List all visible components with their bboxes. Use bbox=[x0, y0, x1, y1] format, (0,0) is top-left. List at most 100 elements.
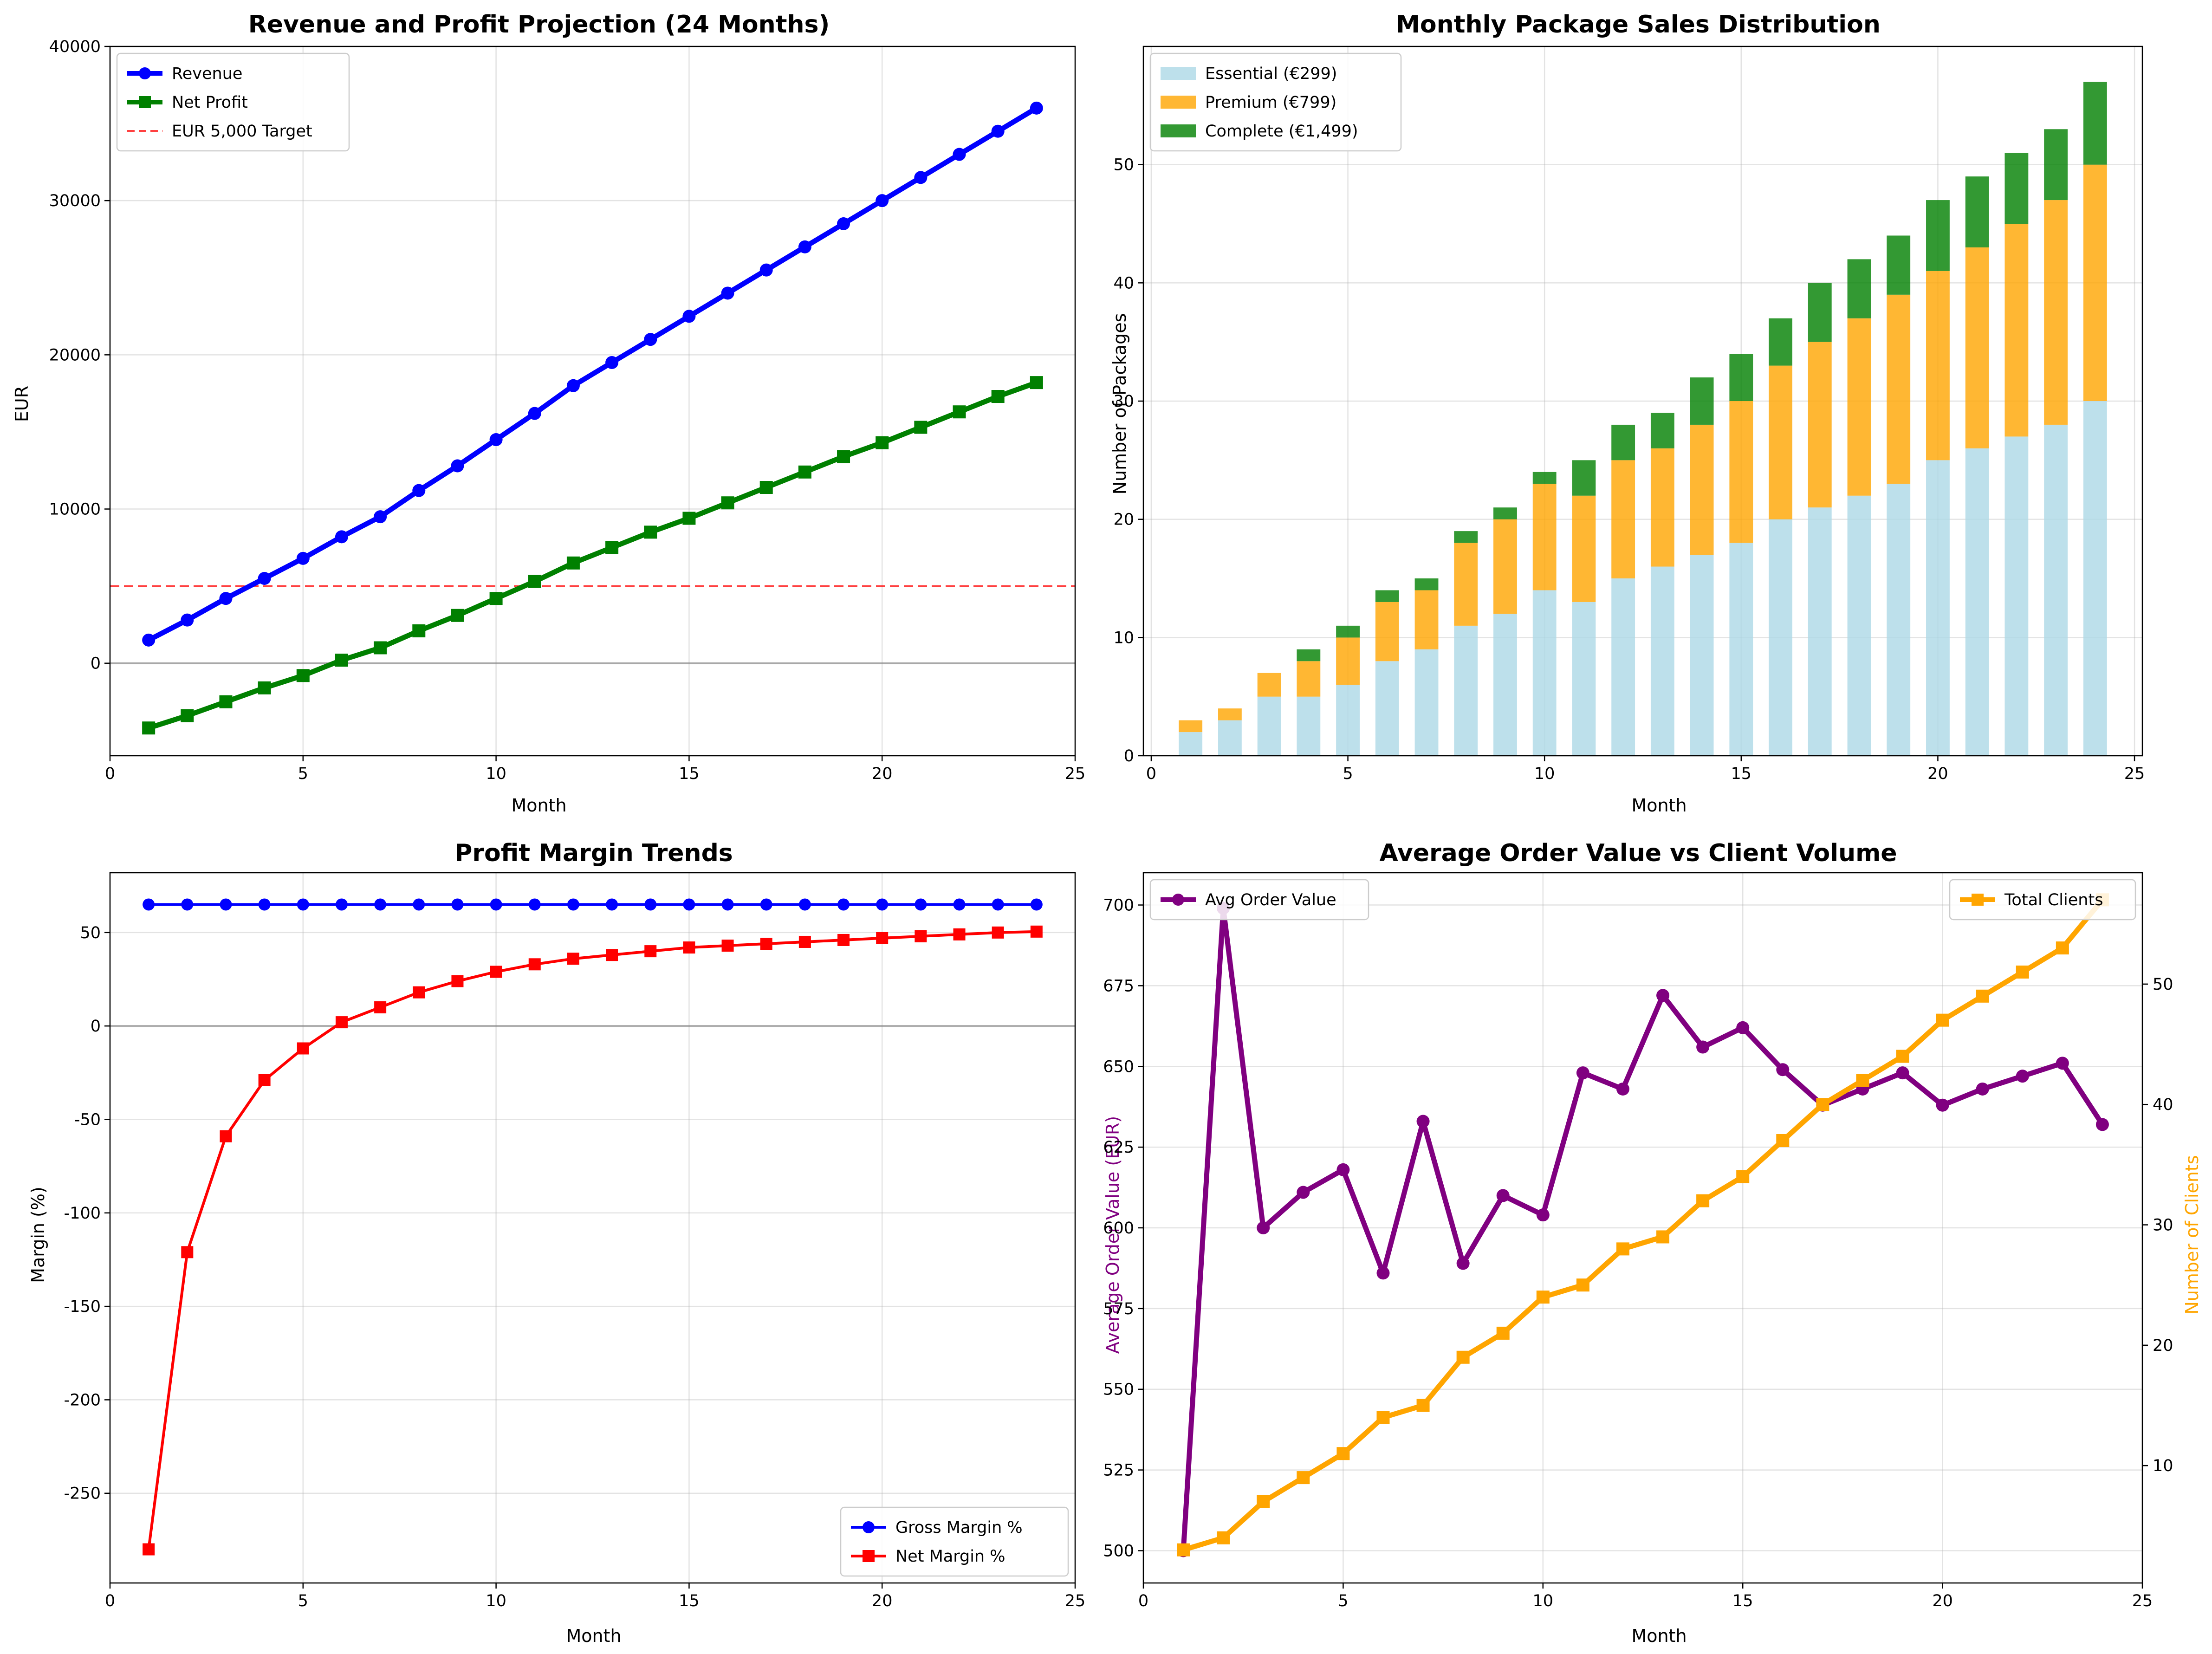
data-point bbox=[837, 934, 850, 946]
data-point bbox=[721, 940, 734, 952]
legend-label: Net Margin % bbox=[895, 1547, 1005, 1566]
data-point bbox=[566, 556, 580, 570]
plot-area: 0 5 10 15 20 25 500 525 550 575 600 625 650 675 700 10 2… bbox=[1103, 872, 2173, 1610]
data-point bbox=[837, 217, 850, 230]
bar-segment bbox=[2044, 129, 2068, 201]
data-point bbox=[258, 1074, 271, 1086]
x-tick-label: 5 bbox=[298, 1592, 308, 1610]
data-point bbox=[567, 898, 579, 911]
y-tick-label: 575 bbox=[1103, 1300, 1134, 1318]
data-point bbox=[953, 405, 966, 419]
data-point bbox=[1976, 1082, 1989, 1096]
bar-segment bbox=[1965, 176, 1989, 247]
x-tick-label: 20 bbox=[1927, 765, 1948, 783]
bar-segment bbox=[1769, 318, 1792, 366]
bar-segment bbox=[1414, 649, 1439, 756]
x-tick-label: 20 bbox=[872, 765, 893, 783]
plot-frame bbox=[1142, 872, 2143, 1584]
x-axis-label: Month bbox=[1631, 795, 1687, 816]
data-point bbox=[335, 654, 348, 667]
x-tick-label: 10 bbox=[1533, 1592, 1554, 1610]
data-point bbox=[451, 975, 464, 987]
y-tick-label: 550 bbox=[1103, 1381, 1134, 1399]
data-point bbox=[1030, 925, 1043, 938]
data-point bbox=[413, 898, 425, 911]
x-tick-label: 15 bbox=[1731, 765, 1752, 783]
data-point bbox=[258, 572, 271, 585]
data-point bbox=[837, 450, 850, 463]
bar-segment bbox=[1808, 342, 1832, 508]
y-right-tick-label: 10 bbox=[2153, 1457, 2173, 1475]
chart-title: Revenue and Profit Projection (24 Months… bbox=[248, 11, 830, 39]
data-point bbox=[566, 379, 580, 392]
x-tick-label: 10 bbox=[486, 1592, 506, 1610]
data-point bbox=[2056, 941, 2069, 955]
bar-segment bbox=[2044, 424, 2068, 756]
data-point bbox=[2016, 965, 2029, 979]
data-point bbox=[490, 966, 502, 978]
data-point bbox=[1217, 1531, 1230, 1544]
legend-label: Total Clients bbox=[2004, 891, 2103, 909]
data-point bbox=[1696, 1040, 1710, 1054]
bar-segment bbox=[1847, 259, 1871, 318]
y-axis-label: EUR bbox=[12, 386, 32, 422]
legend-box bbox=[1149, 52, 1402, 152]
data-point bbox=[2056, 1057, 2069, 1070]
y-right-tick-label: 50 bbox=[2153, 975, 2173, 994]
bar-segment bbox=[1650, 448, 1674, 567]
data-point bbox=[1776, 1134, 1790, 1147]
y-tick-label: 10000 bbox=[49, 500, 101, 519]
data-point bbox=[142, 721, 156, 735]
y-tick-label: 0 bbox=[1124, 747, 1134, 765]
legend-label: Net Profit bbox=[172, 93, 248, 112]
legend-box bbox=[840, 1506, 1069, 1577]
data-point bbox=[1496, 1189, 1510, 1202]
data-point bbox=[1656, 989, 1670, 1002]
data-point bbox=[644, 945, 657, 958]
data-point bbox=[915, 898, 927, 911]
x-tick-label: 0 bbox=[105, 765, 115, 783]
data-point bbox=[181, 613, 194, 627]
bar-segment bbox=[1887, 484, 1911, 756]
data-point bbox=[798, 935, 811, 948]
data-point bbox=[914, 421, 928, 434]
legend-marker bbox=[1172, 894, 1184, 906]
y-tick-label: 30000 bbox=[49, 192, 101, 210]
data-point bbox=[991, 124, 1005, 138]
x-tick-label: 10 bbox=[1534, 765, 1555, 783]
y-tick-label: 700 bbox=[1103, 896, 1134, 915]
x-tick-label: 5 bbox=[298, 765, 308, 783]
bar-segment bbox=[1414, 578, 1439, 590]
x-tick-label: 20 bbox=[872, 1592, 893, 1610]
data-point bbox=[644, 898, 657, 911]
data-point bbox=[1856, 1074, 1869, 1087]
data-point bbox=[798, 898, 811, 911]
data-point bbox=[1696, 1194, 1710, 1207]
data-point bbox=[1936, 1098, 1949, 1112]
y-tick-label: 650 bbox=[1103, 1057, 1134, 1076]
data-point bbox=[876, 436, 889, 449]
data-point bbox=[644, 525, 657, 539]
legend-swatch bbox=[1161, 124, 1196, 137]
data-point bbox=[798, 465, 811, 479]
data-point bbox=[1736, 1170, 1750, 1183]
x-tick-label: 15 bbox=[679, 1592, 700, 1610]
bar-segment bbox=[1887, 235, 1911, 295]
bar-segment bbox=[1769, 519, 1792, 756]
data-point bbox=[953, 898, 966, 911]
data-point bbox=[335, 530, 348, 544]
legend-swatch bbox=[1161, 67, 1196, 80]
x-tick-label: 5 bbox=[1343, 765, 1353, 783]
bar-segment bbox=[1690, 555, 1714, 756]
chart-profit-margin: Profit Margin Trends Month Margin (%) 0 5… bbox=[28, 839, 1085, 1646]
data-point bbox=[606, 949, 618, 961]
data-point bbox=[1896, 1066, 1909, 1080]
data-point bbox=[914, 171, 928, 184]
data-point bbox=[1030, 898, 1043, 911]
bar-segment bbox=[2004, 153, 2029, 224]
data-point bbox=[1177, 1543, 1190, 1557]
data-point bbox=[1336, 1447, 1350, 1460]
data-point bbox=[219, 592, 233, 605]
